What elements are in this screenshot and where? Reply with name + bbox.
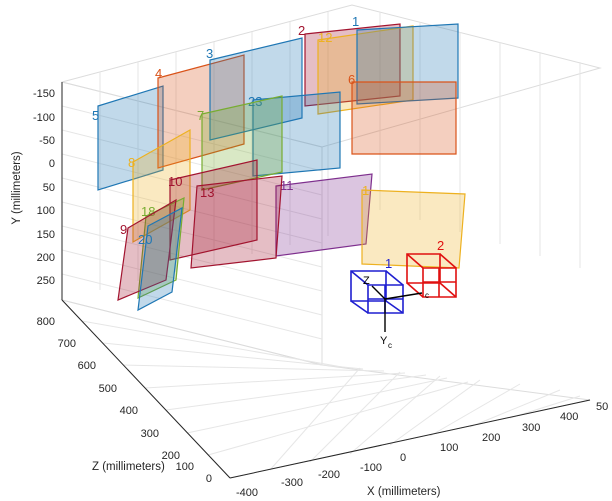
- board-2-label: 2: [298, 23, 305, 38]
- z-tick: 400: [120, 405, 138, 417]
- z-tick: 200: [162, 450, 180, 462]
- board-13: [190, 175, 283, 269]
- board-5-label: 5: [92, 108, 99, 123]
- cameras: 1 2 Z Y c c: [350, 238, 457, 350]
- z-tick: 300: [141, 428, 159, 440]
- board-6: [351, 81, 457, 155]
- z-axis-line: [61, 299, 231, 479]
- board-3-label: 3: [206, 46, 213, 61]
- y-tick: -100: [33, 112, 55, 124]
- y-tick: -150: [33, 88, 55, 100]
- board-20: [137, 206, 183, 312]
- camera-2-edge: [439, 282, 457, 298]
- x-tick: 50: [596, 401, 608, 413]
- x-tick: 100: [440, 442, 458, 454]
- camera-1-edge: [350, 300, 369, 314]
- camera-2-edge: [439, 253, 457, 269]
- camera-x-axis: [384, 292, 423, 300]
- camera-y-subscript: c: [388, 341, 392, 350]
- camera-x-subscript: c: [425, 291, 429, 300]
- z-tick: 100: [176, 461, 194, 473]
- z-tick: 700: [58, 338, 76, 350]
- board-13-label: 13: [200, 185, 214, 200]
- z-tick: 800: [37, 316, 55, 328]
- x-tick: -400: [236, 487, 258, 499]
- camera-z-label: Z: [363, 275, 370, 287]
- z-tick: 500: [99, 383, 117, 395]
- board-7: [201, 95, 283, 191]
- x-tick: 300: [522, 422, 540, 434]
- x-axis-label: X (millimeters): [367, 486, 441, 498]
- board-5: [97, 85, 164, 191]
- x-axis-line: [229, 399, 591, 479]
- camera-1-label: 1: [385, 256, 392, 271]
- camera-1-edge: [385, 300, 404, 314]
- board-12: [317, 25, 414, 115]
- y-tick-labels: -150 -100 -50 0 50 100 150 200 250: [33, 88, 55, 287]
- camera-y-label: Y: [380, 335, 388, 347]
- board-1-label: 1: [362, 183, 369, 198]
- x-tick: 400: [560, 411, 578, 423]
- z-tick-labels: 800 700 600 500 400 300 200 100 0: [37, 316, 212, 485]
- x-tick-labels: -400 -300 -200 -100 0 100 200 300 400 50: [236, 401, 608, 499]
- camera-1: [350, 270, 404, 314]
- board-11-label: 11: [280, 178, 294, 193]
- board-1: [356, 23, 459, 105]
- board-2: [304, 23, 401, 107]
- camera-z-axis: [371, 285, 386, 300]
- y-tick: 50: [43, 182, 55, 194]
- y-tick: 100: [37, 205, 55, 217]
- y-tick: 0: [49, 158, 55, 170]
- board-7-label: 7: [197, 108, 204, 123]
- board-4-label: 4: [155, 66, 162, 81]
- board-18: [137, 197, 185, 299]
- x-tick: 0: [400, 452, 406, 464]
- x-tick: -200: [318, 469, 340, 481]
- board-4: [157, 54, 245, 169]
- board-18-label: 18: [141, 204, 155, 219]
- board-10-label: 10: [168, 174, 182, 189]
- camera-1-edge: [385, 270, 404, 286]
- y-tick: 200: [37, 252, 55, 264]
- y-tick: 250: [37, 275, 55, 287]
- x-tick: 200: [482, 432, 500, 444]
- x-tick: -100: [360, 462, 382, 474]
- z-axis-label: Z (millimeters): [92, 461, 165, 473]
- y-tick: 150: [37, 229, 55, 241]
- board-1-label: 1: [352, 14, 359, 29]
- board-1: [361, 189, 466, 269]
- camera-2-edge: [406, 282, 424, 298]
- board-11: [275, 173, 373, 257]
- grid: [60, 4, 602, 479]
- x-tick: -300: [281, 477, 303, 489]
- z-tick: 600: [78, 360, 96, 372]
- board-8-label: 8: [128, 155, 135, 170]
- camera-1-edge: [350, 270, 369, 286]
- board-6-label: 6: [348, 72, 355, 87]
- board-8: [132, 128, 191, 244]
- camera-2: [406, 253, 457, 298]
- board-10: [169, 159, 258, 261]
- z-tick: 0: [206, 473, 212, 485]
- board-9-label: 9: [120, 222, 127, 237]
- board-23: [252, 91, 341, 177]
- board-9: [117, 198, 177, 301]
- board-12-label: 12: [318, 30, 332, 45]
- board-3: [209, 37, 303, 141]
- camera-2-label: 2: [437, 238, 444, 253]
- board-20-label: 20: [138, 232, 152, 247]
- y-tick: -50: [39, 135, 55, 147]
- y-axis-label: Y (millimeters): [11, 151, 23, 224]
- grid-lines: [61, 12, 581, 471]
- camera-2-edge: [406, 253, 424, 269]
